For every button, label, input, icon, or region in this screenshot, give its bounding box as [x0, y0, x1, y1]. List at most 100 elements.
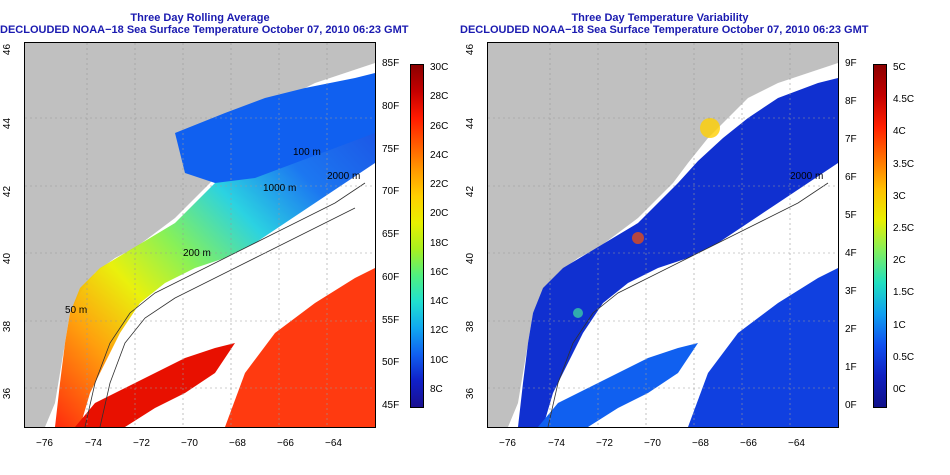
high-variability-spot — [632, 232, 644, 244]
high-variability-spot — [573, 308, 583, 318]
colorbar-celsius-label: 2.5C — [893, 223, 915, 234]
left-title-line1: Three Day Rolling Average — [130, 12, 270, 24]
colorbar-fahrenheit-label: 3F — [845, 286, 857, 297]
colorbar-celsius-label: 24C — [430, 149, 449, 161]
colorbar-celsius-label: 30C — [430, 62, 449, 73]
right-title-line2: DECLOUDED NOAA−18 Sea Surface Temperatur… — [460, 24, 869, 36]
offshore-warm-water — [225, 268, 375, 427]
colorbar-celsius-label: 0C — [893, 384, 906, 395]
colorbar-celsius-label: 14C — [430, 296, 449, 308]
right-map-graphic — [488, 43, 838, 427]
x-tick-label: −66 — [740, 438, 757, 449]
colorbar-fahrenheit-label: 55F — [382, 314, 400, 326]
x-tick-label: −66 — [277, 438, 294, 449]
y-tick-label: 38 — [2, 320, 14, 333]
x-tick-label: −74 — [548, 438, 565, 449]
contour-label: 50 m — [65, 305, 88, 316]
gulf-stream-variability — [538, 343, 698, 427]
colorbar-fahrenheit-label: 80F — [382, 100, 400, 112]
colorbar-fahrenheit-label: 5F — [845, 210, 857, 221]
colorbar-fahrenheit-label: 50F — [382, 357, 400, 369]
colorbar-fahrenheit-label: 85F — [382, 58, 400, 69]
y-tick-label: 42 — [465, 185, 477, 198]
y-tick-label: 38 — [465, 320, 477, 333]
colorbar-celsius-label: 4.5C — [893, 94, 915, 106]
contour-label: 2000 m — [790, 171, 824, 182]
colorbar-celsius-label: 16C — [430, 266, 449, 278]
shelf-variability — [518, 78, 838, 427]
x-tick-label: −70 — [644, 438, 661, 449]
x-tick-label: −72 — [133, 438, 150, 449]
right-variability-map: 2000 m — [487, 42, 839, 428]
colorbar-celsius-label: 10C — [430, 354, 449, 366]
y-tick-label: 46 — [2, 43, 14, 56]
y-tick-label: 42 — [2, 185, 14, 198]
colorbar-celsius-label: 2C — [893, 255, 906, 267]
colorbar-fahrenheit-label: 4F — [845, 248, 857, 259]
x-tick-label: −68 — [229, 438, 246, 449]
colorbar-fahrenheit-label: 75F — [382, 143, 400, 155]
colorbar-celsius-label: 22C — [430, 179, 449, 191]
colorbar-fahrenheit-label: 8F — [845, 96, 857, 107]
colorbar-celsius-label: 26C — [430, 120, 449, 132]
y-tick-label: 40 — [2, 252, 14, 265]
right-title-line1: Three Day Temperature Variability — [571, 12, 749, 24]
x-tick-label: −76 — [36, 438, 53, 449]
gulf-stream-core — [75, 343, 235, 427]
left-map-title: Three Day Rolling Average DECLOUDED NOAA… — [0, 12, 409, 36]
y-tick-label: 44 — [465, 117, 477, 130]
right-map-title: Three Day Temperature Variability DECLOU… — [460, 12, 869, 36]
colorbar-celsius-label: 4C — [893, 126, 906, 138]
colorbar-celsius-label: 3.5C — [893, 158, 915, 170]
contour-label: 100 m — [293, 147, 321, 158]
colorbar-fahrenheit-label: 0F — [845, 400, 857, 411]
colorbar-celsius-label: 20C — [430, 208, 449, 220]
contour-label: 200 m — [183, 248, 211, 259]
colorbar-fahrenheit-label: 9F — [845, 58, 857, 69]
x-tick-label: −68 — [692, 438, 709, 449]
colorbar-fahrenheit-label: 70F — [382, 186, 400, 198]
x-tick-label: −76 — [499, 438, 516, 449]
colorbar-celsius-label: 28C — [430, 91, 449, 103]
left-title-line2: DECLOUDED NOAA−18 Sea Surface Temperatur… — [0, 24, 409, 36]
colorbar-fahrenheit-label: 2F — [845, 324, 857, 335]
x-tick-label: −72 — [596, 438, 613, 449]
isobath-line — [547, 182, 829, 427]
high-variability-spot — [700, 118, 720, 138]
left-map-graphic — [25, 43, 375, 427]
isobath-line — [99, 207, 356, 427]
y-tick-label: 44 — [2, 117, 14, 130]
isobath-line — [84, 182, 366, 427]
colorbar-celsius-label: 0.5C — [893, 351, 915, 363]
x-tick-label: −64 — [325, 438, 342, 449]
y-tick-label: 40 — [465, 252, 477, 265]
colorbar-celsius-label: 1.5C — [893, 287, 915, 299]
y-tick-label: 46 — [465, 43, 477, 56]
colorbar-celsius-label: 5C — [893, 62, 906, 73]
right-colorbar — [873, 64, 887, 408]
colorbar-fahrenheit-label: 1F — [845, 362, 857, 373]
colorbar-fahrenheit-label: 45F — [382, 400, 400, 411]
colorbar-celsius-label: 18C — [430, 237, 449, 249]
colorbar-celsius-label: 1C — [893, 319, 906, 331]
colorbar-fahrenheit-label: 60F — [382, 271, 400, 283]
left-colorbar — [410, 64, 424, 408]
left-sst-map: 100 m 200 m 1000 m 2000 m 50 m — [24, 42, 376, 428]
colorbar-celsius-label: 3C — [893, 190, 906, 202]
colorbar-celsius-label: 8C — [430, 384, 443, 395]
colorbar-fahrenheit-label: 65F — [382, 229, 400, 240]
colorbar-celsius-label: 12C — [430, 325, 449, 337]
y-tick-label: 36 — [2, 387, 14, 400]
colorbar-fahrenheit-label: 6F — [845, 172, 857, 183]
land-mass — [25, 43, 375, 427]
contour-label: 2000 m — [327, 171, 361, 182]
gulf-of-maine-water — [175, 73, 375, 183]
shelf-water — [55, 78, 375, 427]
land-mass — [488, 43, 838, 427]
contour-label: 1000 m — [263, 183, 297, 194]
offshore-variability — [688, 268, 838, 427]
y-tick-label: 36 — [465, 387, 477, 400]
x-tick-label: −70 — [181, 438, 198, 449]
x-tick-label: −64 — [788, 438, 805, 449]
colorbar-fahrenheit-label: 7F — [845, 134, 857, 145]
